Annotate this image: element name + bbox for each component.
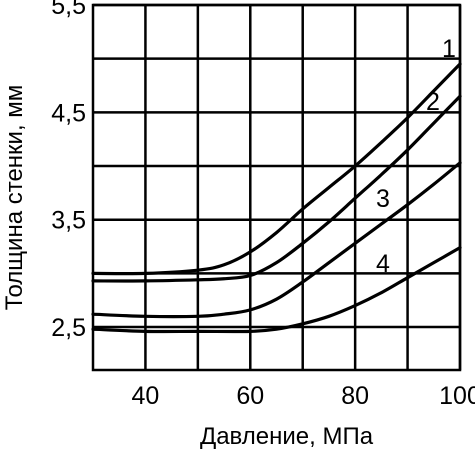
y-axis-label: Толщина стенки, мм <box>1 85 28 311</box>
y-tick-label: 5,5 <box>51 0 86 20</box>
series-line-3 <box>91 161 462 319</box>
series-line-4 <box>91 246 462 334</box>
y-tick-label: 2,5 <box>51 314 86 342</box>
series-label-2: 2 <box>426 88 440 116</box>
series-label-1: 1 <box>442 35 456 63</box>
x-axis-label: Давление, МПа <box>200 423 374 450</box>
x-tick-label: 80 <box>341 382 369 410</box>
series-line-1 <box>91 62 462 276</box>
y-tick-label: 4,5 <box>51 99 86 127</box>
series-lines <box>91 62 462 334</box>
series-line-2 <box>91 94 462 283</box>
x-tick-label: 100 <box>439 382 475 410</box>
y-tick-label: 3,5 <box>51 207 86 235</box>
x-tick-label: 40 <box>132 382 160 410</box>
series-label-4: 4 <box>376 250 390 278</box>
grid <box>91 3 462 372</box>
series-label-3: 3 <box>376 185 390 213</box>
x-tick-label: 60 <box>236 382 264 410</box>
